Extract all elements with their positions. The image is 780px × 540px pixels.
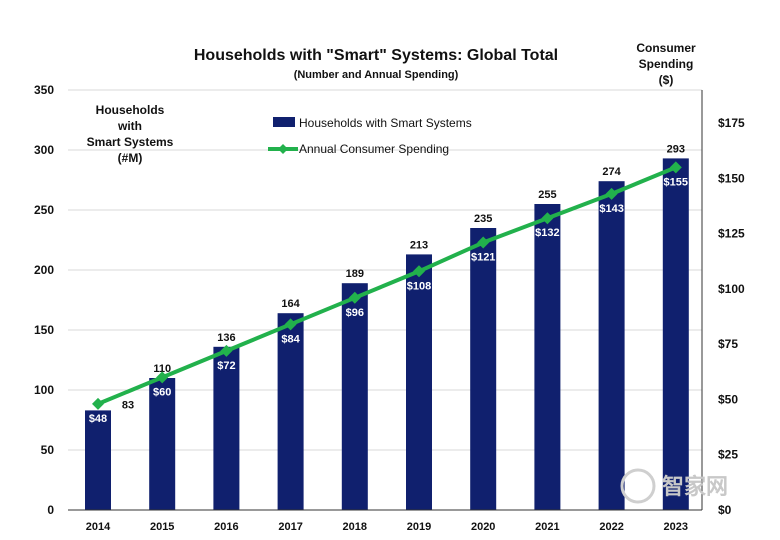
x-axis-tick-label: 2017 — [278, 521, 302, 533]
spending-marker — [92, 397, 104, 410]
x-axis-tick-label: 2016 — [214, 521, 238, 533]
left-axis-tick-label: 100 — [34, 383, 54, 397]
right-axis-title: Consumer Spending ($) — [636, 41, 696, 87]
left-axis-title-line: with — [117, 119, 142, 133]
x-axis-tick-label: 2022 — [599, 521, 623, 533]
left-axis-title: Households with Smart Systems (#M) — [87, 103, 174, 165]
line-series: $48 $60 $72 $84 $96 $108 $121 $132 $143 $155 — [89, 161, 688, 425]
bar — [662, 158, 689, 510]
spending-value-label: $121 — [471, 252, 495, 264]
right-axis-tick-label: $175 — [718, 116, 745, 130]
x-axis-tick-label: 2020 — [471, 521, 495, 533]
spending-marker — [541, 212, 554, 225]
left-axis-tick-label: 300 — [34, 143, 54, 157]
watermark: 智家网 — [620, 468, 728, 504]
bar — [85, 410, 111, 510]
right-axis-tick-label: $0 — [718, 503, 732, 517]
x-axis-tick-label: 2014 — [86, 521, 111, 533]
spending-marker — [156, 371, 169, 384]
bar — [149, 378, 176, 510]
right-axis-title-line: Spending — [639, 57, 694, 71]
spending-marker — [413, 265, 425, 278]
right-axis-tick-label: $50 — [718, 392, 738, 406]
left-axis-title-line: (#M) — [118, 151, 143, 165]
legend-bar-swatch — [273, 117, 295, 127]
x-axis-tick-label: 2021 — [535, 521, 559, 533]
bar-value-label: 213 — [410, 239, 428, 251]
bar — [406, 254, 432, 510]
right-axis-title-line: ($) — [659, 73, 674, 87]
bar — [470, 228, 497, 510]
spending-value-label: $132 — [535, 227, 559, 239]
bar — [277, 313, 304, 510]
spending-value-label: $143 — [599, 203, 623, 215]
legend-label-spending: Annual Consumer Spending — [299, 142, 449, 156]
right-axis-tick-label: $25 — [718, 448, 738, 462]
left-axis-tick-label: 150 — [34, 323, 54, 337]
right-axis-tick-label: $150 — [718, 171, 745, 185]
spending-value-label: $72 — [217, 360, 235, 372]
right-axis-tick-label: $125 — [718, 227, 745, 241]
spending-marker — [284, 318, 297, 331]
spending-value-label: $60 — [153, 386, 171, 398]
left-axis-tick-label: 50 — [41, 443, 55, 457]
watermark-logo-icon — [620, 468, 656, 504]
bar-series: 83 110 136 164 189 213 235 255 274 293 — [85, 143, 689, 510]
bar-value-label: 255 — [538, 189, 556, 201]
legend-label-households: Households with Smart Systems — [299, 116, 472, 130]
right-axis-title-line: Consumer — [636, 41, 696, 55]
bar-value-label: 83 — [122, 399, 134, 411]
bar-value-label: 189 — [346, 268, 364, 280]
left-axis-tick-label: 250 — [34, 203, 54, 217]
left-axis-tick-label: 350 — [34, 83, 54, 97]
spending-marker — [477, 236, 490, 249]
bar-value-label: 235 — [474, 213, 492, 225]
chart-subtitle: (Number and Annual Spending) — [294, 69, 459, 81]
right-axis-tick-label: $100 — [718, 282, 745, 296]
bar — [213, 346, 240, 510]
bar — [534, 204, 561, 510]
chart-title: Households with "Smart" Systems: Global … — [194, 47, 558, 64]
left-axis: 0 50 100 150 200 250 300 350 — [34, 83, 54, 517]
bar-value-label: 274 — [602, 166, 621, 178]
bar-value-label: 136 — [217, 332, 235, 344]
watermark-text: 智家网 — [662, 474, 728, 499]
x-axis: 2014 2015 2016 2017 2018 2019 2020 2021 2022 2023 — [68, 509, 702, 533]
left-axis-tick-label: 0 — [47, 503, 54, 517]
x-axis-tick-label: 2015 — [150, 521, 174, 533]
spending-value-label: $155 — [664, 176, 688, 188]
left-axis-title-line: Smart Systems — [87, 135, 174, 149]
bar — [598, 181, 625, 510]
bar-value-label: 293 — [667, 143, 685, 155]
spending-value-label: $48 — [89, 413, 107, 425]
x-axis-tick-label: 2023 — [664, 521, 688, 533]
legend-line-marker — [278, 144, 288, 154]
legend: Households with Smart Systems Annual Con… — [268, 116, 472, 156]
spending-value-label: $96 — [346, 307, 364, 319]
spending-marker — [348, 291, 361, 304]
bar-value-label: 110 — [153, 363, 171, 375]
right-axis-tick-label: $75 — [718, 337, 738, 351]
bar-value-label: 164 — [281, 298, 300, 310]
spending-marker — [220, 344, 233, 357]
right-axis: $0 $25 $50 $75 $100 $125 $150 $175 — [701, 90, 745, 517]
spending-line — [97, 165, 677, 406]
spending-value-label: $108 — [407, 280, 431, 292]
bar — [341, 283, 368, 510]
spending-marker — [669, 161, 682, 174]
spending-marker — [605, 187, 618, 200]
x-axis-tick-label: 2019 — [407, 521, 431, 533]
left-axis-title-line: Households — [96, 103, 165, 117]
left-axis-tick-label: 200 — [34, 263, 54, 277]
spending-value-label: $84 — [281, 333, 300, 345]
x-axis-tick-label: 2018 — [343, 521, 367, 533]
